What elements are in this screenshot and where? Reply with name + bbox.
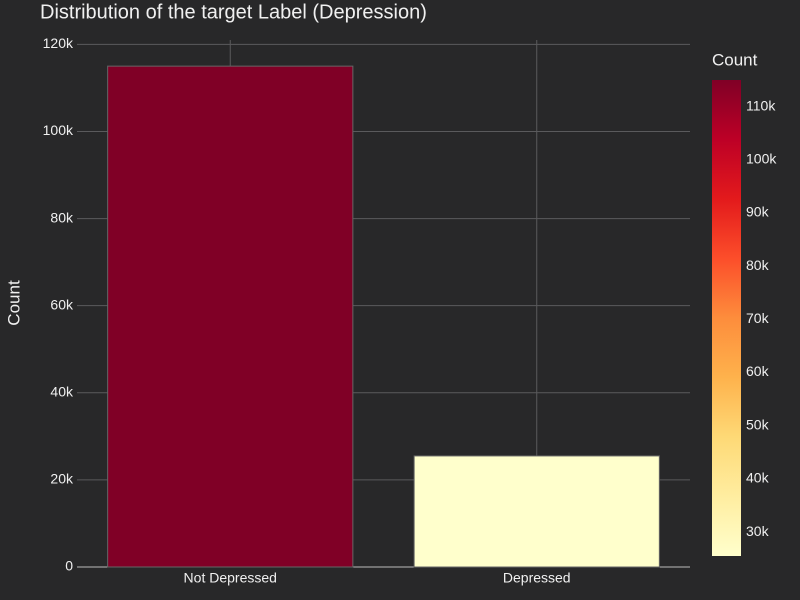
colorbar-tick-label: 90k: [746, 204, 770, 220]
y-tick-label: 0: [65, 558, 73, 574]
y-tick-label: 20k: [50, 471, 74, 487]
colorbar-tick-label: 30k: [746, 523, 770, 539]
colorbar-tick-label: 60k: [746, 363, 770, 379]
x-tick-label: Not Depressed: [184, 570, 277, 586]
colorbar-title: Count: [712, 50, 758, 69]
y-tick-label: 120k: [43, 35, 74, 51]
y-tick-label: 60k: [50, 296, 74, 312]
colorbar-tick-label: 40k: [746, 470, 770, 486]
colorbar-tick-label: 50k: [746, 416, 770, 432]
colorbar-tick-label: 110k: [746, 97, 776, 113]
y-axis-title: Count: [4, 280, 23, 326]
colorbar-tick-label: 80k: [746, 257, 770, 273]
bar: [107, 65, 354, 568]
y-tick-label: 80k: [50, 209, 74, 225]
chart-title: Distribution of the target Label (Depres…: [40, 1, 427, 23]
bar: [413, 455, 660, 568]
x-tick-label: Depressed: [503, 570, 571, 586]
colorbar: [712, 80, 741, 556]
y-tick-label: 100k: [43, 122, 74, 138]
colorbar-tick-label: 70k: [746, 310, 770, 326]
colorbar-tick-label: 100k: [746, 150, 777, 166]
y-tick-label: 40k: [50, 383, 74, 399]
